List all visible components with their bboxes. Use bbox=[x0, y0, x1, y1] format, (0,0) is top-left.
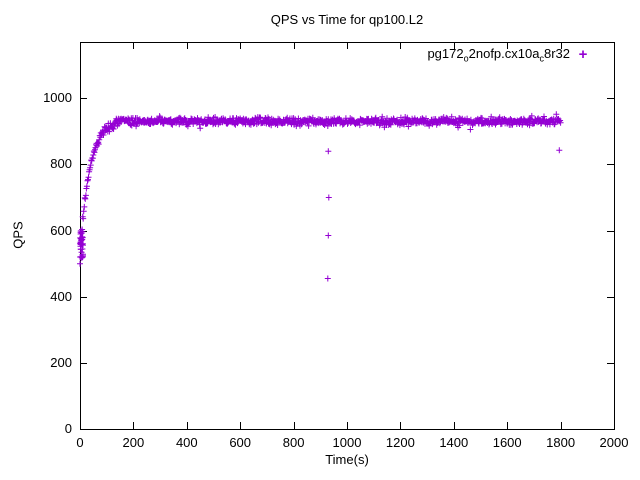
legend-label-part: 2nofp.cx10a bbox=[468, 46, 540, 61]
chart-title: QPS vs Time for qp100.L2 bbox=[270, 12, 424, 27]
axis-ticks bbox=[80, 42, 615, 430]
x-tick-label: 0 bbox=[76, 435, 84, 450]
plot-border bbox=[80, 42, 615, 430]
y-tick-label: 200 bbox=[50, 354, 72, 370]
x-tick-label: 200 bbox=[122, 435, 145, 450]
x-tick-label: 1000 bbox=[332, 435, 362, 450]
x-tick-label: 800 bbox=[282, 435, 305, 450]
x-tick-label: 1400 bbox=[439, 435, 469, 450]
x-tick-label: 400 bbox=[175, 435, 198, 450]
legend: pg172o2nofp.cx10ac8r32 + bbox=[427, 46, 596, 64]
data-points bbox=[77, 111, 564, 282]
x-axis-label: Time(s) bbox=[325, 452, 369, 467]
legend-plus-marker-icon: + bbox=[578, 46, 588, 64]
y-axis-label: QPS bbox=[10, 221, 26, 249]
legend-label-part: c bbox=[539, 53, 544, 64]
y-tick-label: 600 bbox=[50, 222, 72, 238]
x-tick-label: 1200 bbox=[385, 435, 415, 450]
x-tick-label: 1600 bbox=[492, 435, 522, 450]
legend-series-label: pg172o2nofp.cx10ac8r32 bbox=[427, 46, 570, 64]
x-tick-label: 600 bbox=[229, 435, 252, 450]
y-tick-label: 800 bbox=[50, 156, 72, 172]
x-tick-label: 2000 bbox=[599, 435, 629, 450]
legend-label-part: 8r32 bbox=[543, 46, 570, 61]
x-tick-label: 1800 bbox=[546, 435, 576, 450]
legend-label-part: o bbox=[463, 53, 469, 64]
legend-label-part: pg172 bbox=[427, 46, 464, 61]
y-tick-label: 0 bbox=[64, 421, 72, 436]
y-tick-label: 400 bbox=[50, 288, 72, 304]
y-tick-label: 1000 bbox=[43, 90, 72, 106]
